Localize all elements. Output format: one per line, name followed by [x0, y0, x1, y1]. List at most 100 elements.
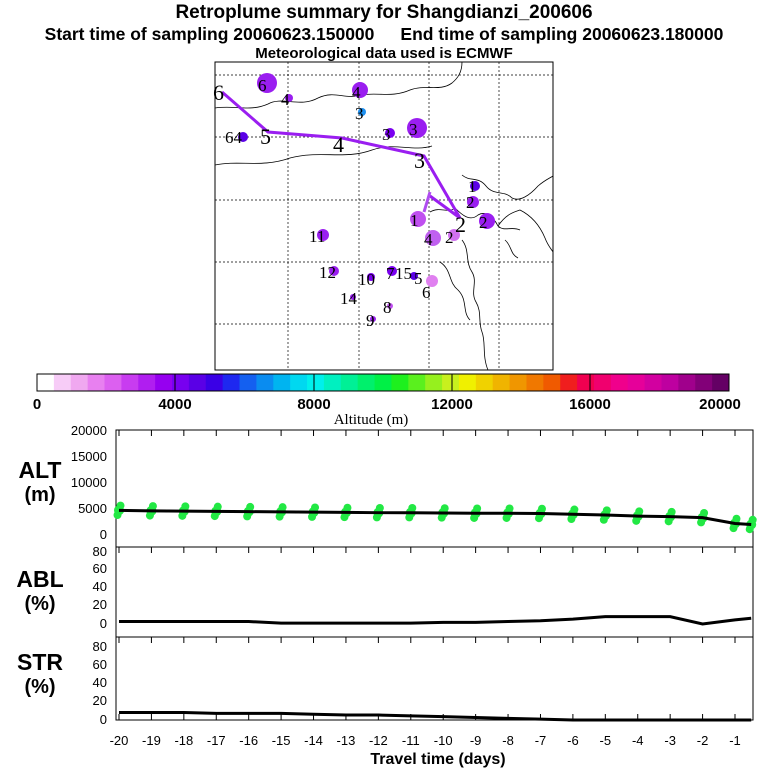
- x-tick-label: -12: [369, 733, 388, 748]
- colorbar-swatch: [222, 374, 241, 391]
- colorbar-swatch: [188, 374, 207, 391]
- x-tick-label: -16: [239, 733, 258, 748]
- alt-point: [602, 506, 611, 515]
- colorbar-tick: 20000: [699, 396, 741, 413]
- str-line: [119, 711, 752, 722]
- x-tick-label: -1: [729, 733, 741, 748]
- colorbar-swatch: [138, 374, 156, 391]
- colorbar-swatch: [526, 374, 544, 391]
- cluster-marker: [410, 272, 418, 280]
- alt-point: [667, 507, 676, 516]
- cluster-marker: [425, 230, 441, 246]
- alt-ytick: 10000: [71, 475, 107, 490]
- y-tick-labels: 20000 15000 10000 5000 0 80 60 40 20 0 8…: [71, 423, 107, 727]
- alt-ytick: 15000: [71, 449, 107, 464]
- alt-point: [537, 504, 546, 513]
- colorbar-swatch: [442, 374, 460, 391]
- cluster-marker: [387, 266, 397, 276]
- str-ytick: 80: [93, 639, 107, 654]
- colorbar-swatch: [391, 374, 409, 391]
- trajectory-spur: [422, 191, 432, 213]
- cluster-label: 4: [281, 90, 290, 109]
- altitude-colorbar: [36, 373, 730, 392]
- colorbar-swatch: [121, 374, 139, 391]
- str-ytick: 20: [93, 693, 107, 708]
- colorbar-swatch: [593, 374, 612, 391]
- alt-point: [570, 505, 579, 514]
- cluster-marker: [350, 294, 356, 300]
- colorbar-swatch: [256, 374, 274, 391]
- x-tick-label: -11: [402, 733, 420, 748]
- alt-ytick: 20000: [71, 423, 107, 438]
- cluster-marker: [352, 82, 368, 98]
- alt-point: [311, 503, 320, 512]
- cluster-marker: [410, 211, 426, 227]
- title-line-1: Retroplume summary for Shangdianzi_20060…: [175, 2, 593, 23]
- traj-label-4: 4: [333, 132, 344, 157]
- x-tick-label: -20: [110, 733, 129, 748]
- alt-point: [473, 504, 482, 513]
- colorbar-swatch: [340, 374, 359, 391]
- x-tick-label: -2: [697, 733, 709, 748]
- x-tick-label: -15: [272, 733, 291, 748]
- panels-frame: [115, 429, 754, 721]
- cluster-label: 6: [422, 283, 431, 302]
- colorbar-swatch: [87, 374, 106, 391]
- title-line-2: Start time of sampling 20060623.150000 En…: [0, 24, 768, 45]
- x-tick-label: -7: [535, 733, 547, 748]
- cluster-marker: [367, 273, 375, 281]
- x-tick-marks: [118, 430, 736, 720]
- border-line: [214, 145, 433, 166]
- str-title: STR: [17, 649, 63, 675]
- alt-point: [116, 501, 125, 510]
- cluster-marker: [387, 303, 393, 309]
- cluster-label: 8: [383, 298, 392, 317]
- colorbar-swatch: [104, 374, 122, 391]
- cluster-label: 2: [479, 213, 488, 232]
- cluster-label: 4: [424, 230, 433, 249]
- colorbar-swatch: [644, 374, 662, 391]
- trajectory-line: [221, 90, 462, 220]
- colorbar-swatch: [37, 374, 55, 391]
- str-ytick: 40: [93, 675, 107, 690]
- traj-label-5: 5: [260, 124, 271, 149]
- cluster-marker: [317, 229, 329, 241]
- cluster-marker: [285, 94, 293, 102]
- map-number-labels: 6 5 4 3 2: [213, 80, 466, 237]
- colorbar-swatch: [661, 374, 679, 391]
- alt-point: [343, 503, 352, 512]
- alt-ytick: 0: [100, 527, 107, 542]
- cluster-label: 7: [386, 264, 395, 283]
- start-time-label: Start time of sampling 20060623.150000: [44, 24, 375, 44]
- cluster-label: 11: [309, 227, 325, 246]
- cluster-label: 14: [340, 289, 358, 308]
- colorbar-ticks: 0 4000 8000 12000 16000 20000: [33, 396, 741, 413]
- cluster-marker: [448, 229, 460, 241]
- colorbar-swatch: [374, 374, 392, 391]
- x-tick-label: -19: [142, 733, 161, 748]
- abl-line: [119, 615, 752, 626]
- cluster-label: 3: [355, 104, 364, 123]
- colorbar-swatch: [458, 374, 477, 391]
- colorbar-tick: 4000: [158, 396, 191, 413]
- colorbar-swatch: [307, 374, 325, 391]
- colorbar-swatch: [509, 374, 527, 391]
- colorbar-swatch: [543, 374, 561, 391]
- cluster-markers: [238, 73, 495, 322]
- alt-point: [748, 515, 757, 524]
- colorbar-swatch: [205, 374, 224, 391]
- alt-point: [375, 503, 384, 512]
- colorbar-tick: 0: [33, 396, 41, 413]
- colorbar-swatch: [357, 374, 376, 391]
- time-series-panels: [115, 429, 754, 721]
- colorbar-swatch: [70, 374, 89, 391]
- abl-ytick: 0: [100, 616, 107, 631]
- map-panel: 6 5 4 3 2 6 4 4 3 3 3 64 1 2 1 4 2 2 11 …: [213, 61, 554, 371]
- x-tick-label: -8: [502, 733, 514, 748]
- coastline: [461, 174, 554, 200]
- alt-mean-line: [118, 508, 752, 526]
- colorbar-swatch: [273, 374, 291, 391]
- cluster-marker: [479, 213, 495, 229]
- alt-point: [148, 502, 157, 511]
